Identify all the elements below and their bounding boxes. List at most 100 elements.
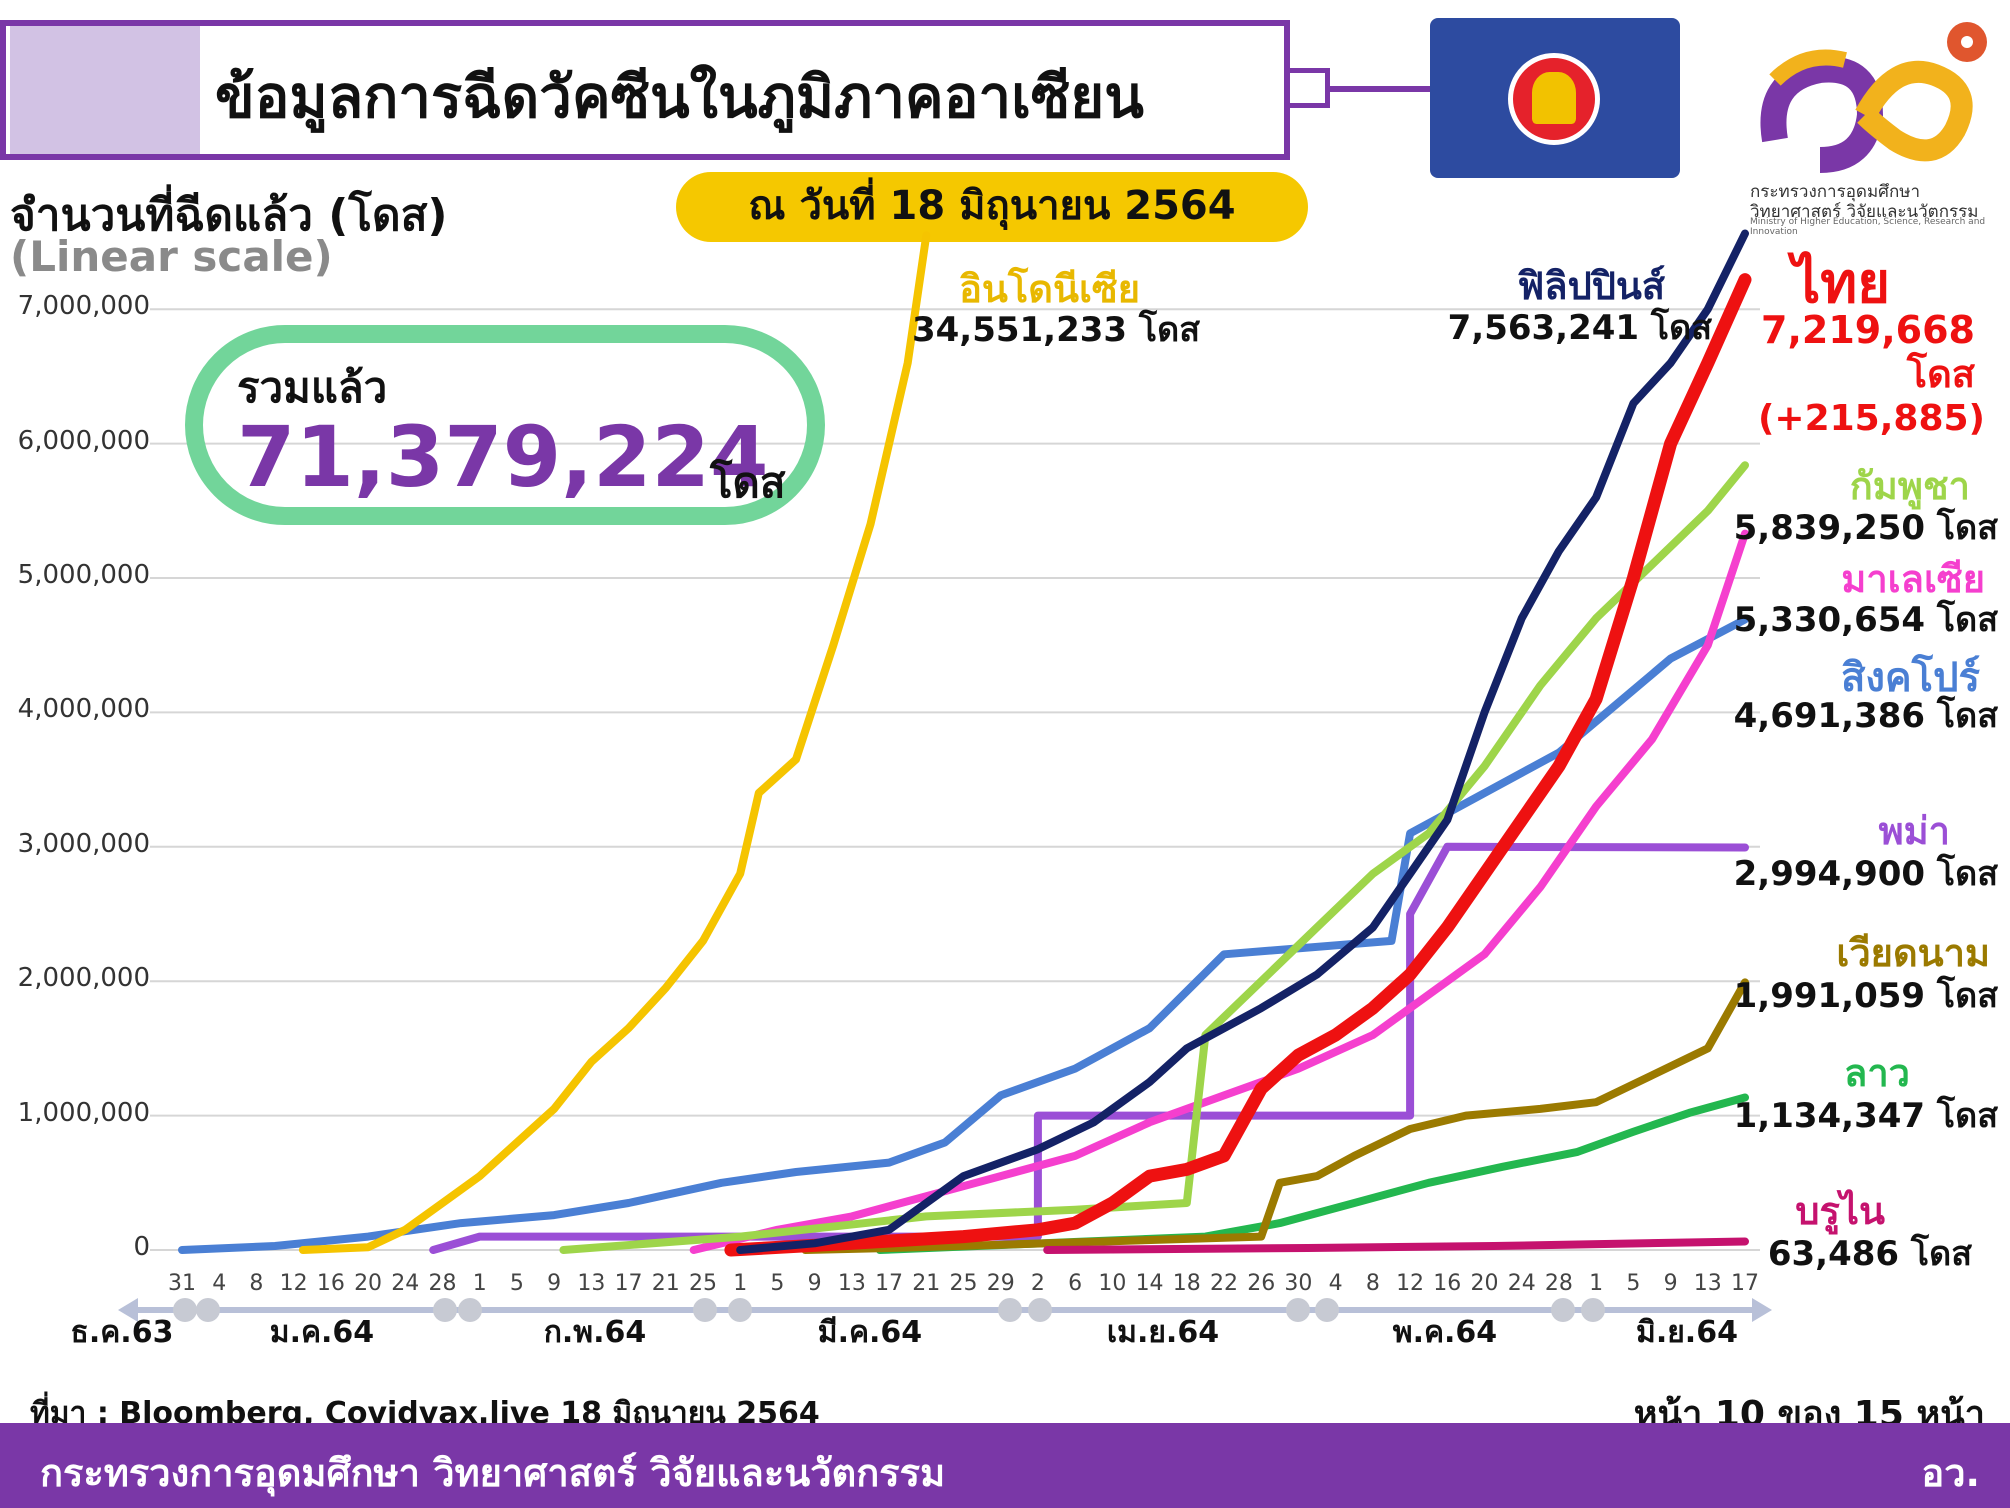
series-line xyxy=(298,231,931,1254)
x-tick-label: 17 xyxy=(875,1271,903,1296)
x-tick-label: 12 xyxy=(1396,1271,1424,1296)
country-name-label: สิงคโปร์ xyxy=(1840,655,1980,701)
month-divider-dot xyxy=(1315,1298,1339,1322)
x-tick-label: 5 xyxy=(510,1271,524,1296)
country-name-label: ลาว xyxy=(1844,1051,1910,1095)
y-tick-label: 5,000,000 xyxy=(17,560,150,590)
x-tick-label: 24 xyxy=(1508,1271,1536,1296)
series-line xyxy=(875,1093,1749,1254)
x-axis: 31 4 8 12 16 20 24 28 1 5 9 13 17 21 25 1 5 9 13 17 21 25 29 2 6… xyxy=(71,1271,1772,1350)
x-tick-label: 10 xyxy=(1098,1271,1126,1296)
month-divider-dot xyxy=(196,1298,220,1322)
month-divider-dot xyxy=(1551,1298,1575,1322)
x-tick-label: 26 xyxy=(1247,1271,1275,1296)
rice-sheaf-icon xyxy=(1532,72,1576,124)
syringe-plunger xyxy=(10,26,200,154)
series-line xyxy=(429,842,1749,1254)
country-value-label: 1,134,347 โดส xyxy=(1733,1096,1998,1136)
country-value-label: 34,551,233 โดส xyxy=(911,310,1200,350)
footer-ministry: กระทรวงการอุดมศึกษา วิทยาศาสตร์ วิจัยและ… xyxy=(40,1451,946,1495)
month-label: มี.ค.64 xyxy=(818,1315,922,1350)
month-label: ก.พ.64 xyxy=(544,1315,646,1350)
x-tick-label: 21 xyxy=(912,1271,940,1296)
y-tick-label: 1,000,000 xyxy=(17,1097,150,1128)
country-value-label: 7,219,668 โดส xyxy=(1761,308,1975,396)
x-tick-label: 6 xyxy=(1068,1271,1082,1296)
month-label: ม.ค.64 xyxy=(270,1315,374,1350)
x-tick-label: 17 xyxy=(1731,1271,1759,1296)
y-tick-label: 7,000,000 xyxy=(17,291,150,322)
x-tick-label: 5 xyxy=(1626,1271,1640,1296)
month-divider-dot xyxy=(1581,1298,1605,1322)
country-value-label: 2,994,900 โดส xyxy=(1733,854,1998,894)
country-name-label: บรูไน xyxy=(1795,1189,1885,1233)
country-value-label: 63,486 โดส xyxy=(1767,1234,1972,1274)
x-tick-label: 20 xyxy=(354,1271,382,1296)
logo-text-line3: Ministry of Higher Education, Science, R… xyxy=(1750,217,1986,237)
x-tick-label: 8 xyxy=(249,1271,263,1296)
x-tick-label: 1 xyxy=(473,1271,487,1296)
x-tick-label: 17 xyxy=(615,1271,643,1296)
month-label: ธ.ค.63 xyxy=(71,1315,174,1350)
x-tick-label: 2 xyxy=(1031,1271,1045,1296)
series-line xyxy=(736,229,1749,1254)
month-divider-dot xyxy=(1028,1298,1052,1322)
country-value-label: 5,839,250 โดส xyxy=(1733,508,1998,548)
logo-text-line2: วิทยาศาสตร์ วิจัยและนวัตกรรม xyxy=(1750,202,1979,222)
month-label: เม.ย.64 xyxy=(1107,1315,1219,1350)
month-label: มิ.ย.64 xyxy=(1636,1315,1738,1350)
vaccination-line-chart: 31 4 8 12 16 20 24 28 1 5 9 13 17 21 25 1 5 9 13 17 21 25 29 2 6… xyxy=(71,229,1772,1350)
x-tick-label: 8 xyxy=(1366,1271,1380,1296)
x-tick-label: 16 xyxy=(317,1271,345,1296)
country-value-label: 7,563,241 โดส xyxy=(1447,308,1712,348)
date-label: ณ วันที่ 18 มิถุนายน 2564 xyxy=(748,183,1236,229)
total-label: รวมแล้ว xyxy=(237,363,388,412)
series-line xyxy=(1043,1237,1749,1254)
x-tick-label: 28 xyxy=(429,1271,457,1296)
country-name-label: มาเลเซีย xyxy=(1841,557,1985,601)
total-unit: โดส xyxy=(710,458,786,507)
country-name-label: พม่า xyxy=(1878,809,1950,853)
x-tick-label: 1 xyxy=(733,1271,747,1296)
x-tick-label: 22 xyxy=(1210,1271,1238,1296)
y-tick-label: 0 xyxy=(133,1232,150,1262)
chart-series-lines xyxy=(178,229,1752,1257)
country-value-label: 1,991,059 โดส xyxy=(1733,976,1998,1016)
country-value-label: 5,330,654 โดส xyxy=(1733,600,1998,640)
x-tick-label: 29 xyxy=(987,1271,1015,1296)
ministry-logo-icon xyxy=(1760,22,1987,173)
month-divider-dot xyxy=(728,1298,752,1322)
x-tick-label: 13 xyxy=(838,1271,866,1296)
y-tick-label: 3,000,000 xyxy=(17,828,150,859)
x-tick-label: 14 xyxy=(1136,1271,1164,1296)
x-tick-label: 18 xyxy=(1173,1271,1201,1296)
x-tick-label: 31 xyxy=(168,1271,196,1296)
total-value: 71,379,224 xyxy=(237,408,769,506)
footer-bar xyxy=(0,1423,2010,1508)
x-tick-label: 13 xyxy=(1694,1271,1722,1296)
month-divider-dot xyxy=(458,1298,482,1322)
footer-abbr: อว. xyxy=(1921,1451,1980,1495)
country-change-label: (+215,885) xyxy=(1757,398,1985,439)
x-axis-arrow-right xyxy=(1752,1298,1772,1322)
series-line xyxy=(689,529,1749,1254)
title-syringe-frame xyxy=(0,20,1290,160)
month-divider-dot xyxy=(1286,1298,1310,1322)
x-tick-label: 25 xyxy=(689,1271,717,1296)
country-name-label: ฟิลิปปินส์ xyxy=(1517,264,1665,308)
page-title: ข้อมูลการฉีดวัคซีนในภูมิภาคอาเซียน xyxy=(215,63,1144,131)
x-tick-label: 16 xyxy=(1433,1271,1461,1296)
x-tick-label: 5 xyxy=(770,1271,784,1296)
x-tick-label: 9 xyxy=(808,1271,822,1296)
series-line xyxy=(724,273,1752,1257)
series-line xyxy=(801,978,1749,1254)
series-line xyxy=(178,615,1749,1254)
month-label: พ.ค.64 xyxy=(1393,1315,1497,1350)
month-divider-dot xyxy=(998,1298,1022,1322)
y-tick-label: 6,000,000 xyxy=(17,425,150,456)
y-tick-label: 2,000,000 xyxy=(17,963,150,994)
country-name-label: เวียดนาม xyxy=(1836,931,1990,975)
date-pill xyxy=(676,172,1308,242)
x-tick-label: 21 xyxy=(652,1271,680,1296)
x-tick-label: 12 xyxy=(280,1271,308,1296)
